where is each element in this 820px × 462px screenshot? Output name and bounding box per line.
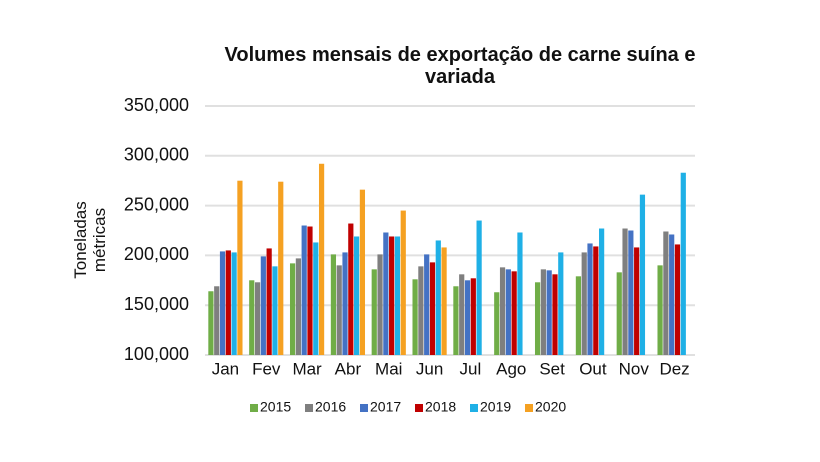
bar [453, 286, 459, 355]
bar [674, 244, 681, 355]
bar [663, 231, 669, 355]
bar [412, 279, 418, 355]
y-tick-label: 300,000 [124, 145, 189, 165]
bar [359, 189, 366, 355]
y-tick-label: 200,000 [124, 244, 189, 264]
bar [558, 252, 564, 355]
bar [214, 286, 220, 355]
bar [441, 247, 447, 355]
bar [307, 226, 313, 355]
bar [476, 220, 482, 355]
bar [634, 247, 640, 355]
bar [669, 234, 675, 355]
bar [575, 276, 582, 355]
bar [394, 236, 401, 355]
x-tick-label: Mar [292, 359, 322, 378]
bar [657, 265, 663, 355]
bar [371, 269, 377, 355]
bar [278, 181, 284, 355]
bar [546, 270, 552, 355]
bar [435, 240, 441, 355]
x-tick-label: Jul [460, 359, 482, 378]
legend-label: 2016 [315, 399, 346, 415]
y-tick-label: 350,000 [124, 95, 189, 115]
bar [260, 256, 266, 355]
x-tick-label: Jun [416, 359, 443, 378]
bar [470, 278, 476, 355]
bar [499, 267, 506, 355]
bar [342, 252, 348, 355]
bar [599, 228, 605, 355]
x-tick-label: Ago [496, 359, 526, 378]
bar [231, 252, 237, 355]
bar [208, 291, 214, 355]
y-tick-label: 150,000 [124, 294, 189, 314]
legend-label: 2015 [260, 399, 291, 415]
bar [249, 280, 255, 355]
bar [418, 266, 424, 355]
x-tick-label: Fev [252, 359, 281, 378]
bar [517, 232, 523, 355]
y-tick-label: 100,000 [124, 344, 189, 364]
x-tick-label: Set [539, 359, 565, 378]
bar [383, 232, 389, 355]
bar [540, 269, 546, 355]
bar [464, 280, 471, 355]
bar [354, 236, 360, 355]
bar [254, 282, 261, 355]
bar [389, 236, 395, 355]
bar [330, 254, 337, 355]
bar [494, 292, 500, 355]
bar [225, 250, 231, 355]
bar [552, 274, 558, 355]
bar [511, 271, 517, 355]
bar [377, 254, 383, 355]
bar [336, 265, 342, 355]
bar [680, 172, 686, 355]
legend-swatch [415, 404, 423, 412]
bar [301, 225, 307, 355]
x-tick-label: Out [579, 359, 607, 378]
legend-swatch [360, 404, 368, 412]
bar [237, 180, 243, 355]
legend-label: 2017 [370, 399, 401, 415]
bar [272, 266, 278, 355]
bar [219, 251, 226, 355]
bar [581, 252, 587, 355]
chart-title: Volumes mensais de exportação de carne s… [224, 44, 696, 88]
bar [400, 210, 406, 355]
bar [424, 254, 430, 355]
legend-swatch [305, 404, 313, 412]
bar [429, 262, 436, 355]
x-tick-label: Dez [659, 359, 689, 378]
legend-label: 2018 [425, 399, 456, 415]
bar [459, 274, 465, 355]
bar [587, 243, 593, 355]
x-tick-label: Abr [335, 359, 362, 378]
bar [289, 263, 296, 355]
legend-label: 2019 [480, 399, 511, 415]
bar [505, 269, 511, 355]
bar [266, 248, 272, 355]
legend-swatch [525, 404, 533, 412]
bar [593, 246, 599, 355]
x-tick-label: Nov [619, 359, 650, 378]
bar [628, 230, 634, 355]
bar [313, 242, 319, 355]
bar [534, 282, 541, 355]
bar [616, 272, 622, 355]
legend-swatch [250, 404, 258, 412]
bar [295, 258, 301, 355]
legend-swatch [470, 404, 478, 412]
bar [639, 194, 646, 355]
bar [348, 223, 354, 355]
legend-label: 2020 [535, 399, 566, 415]
x-tick-label: Mai [375, 359, 402, 378]
y-tick-label: 250,000 [124, 194, 189, 214]
x-tick-label: Jan [212, 359, 239, 378]
bar [318, 163, 325, 355]
bar [622, 228, 628, 355]
